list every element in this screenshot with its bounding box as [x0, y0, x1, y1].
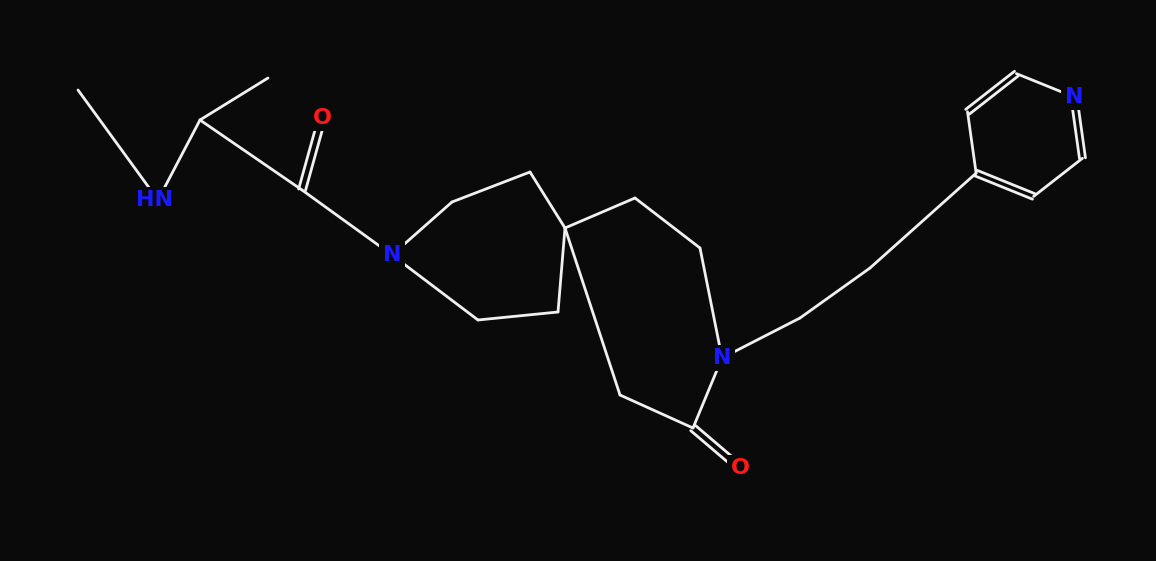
- Text: O: O: [312, 108, 332, 128]
- Text: N: N: [1065, 87, 1083, 107]
- Text: HN: HN: [136, 190, 173, 210]
- Text: N: N: [713, 348, 732, 368]
- Text: N: N: [383, 245, 401, 265]
- Text: O: O: [731, 458, 749, 478]
